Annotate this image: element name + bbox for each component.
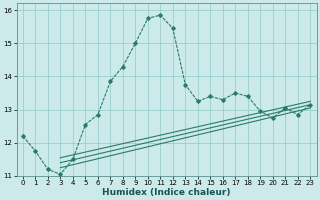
X-axis label: Humidex (Indice chaleur): Humidex (Indice chaleur)	[102, 188, 231, 197]
